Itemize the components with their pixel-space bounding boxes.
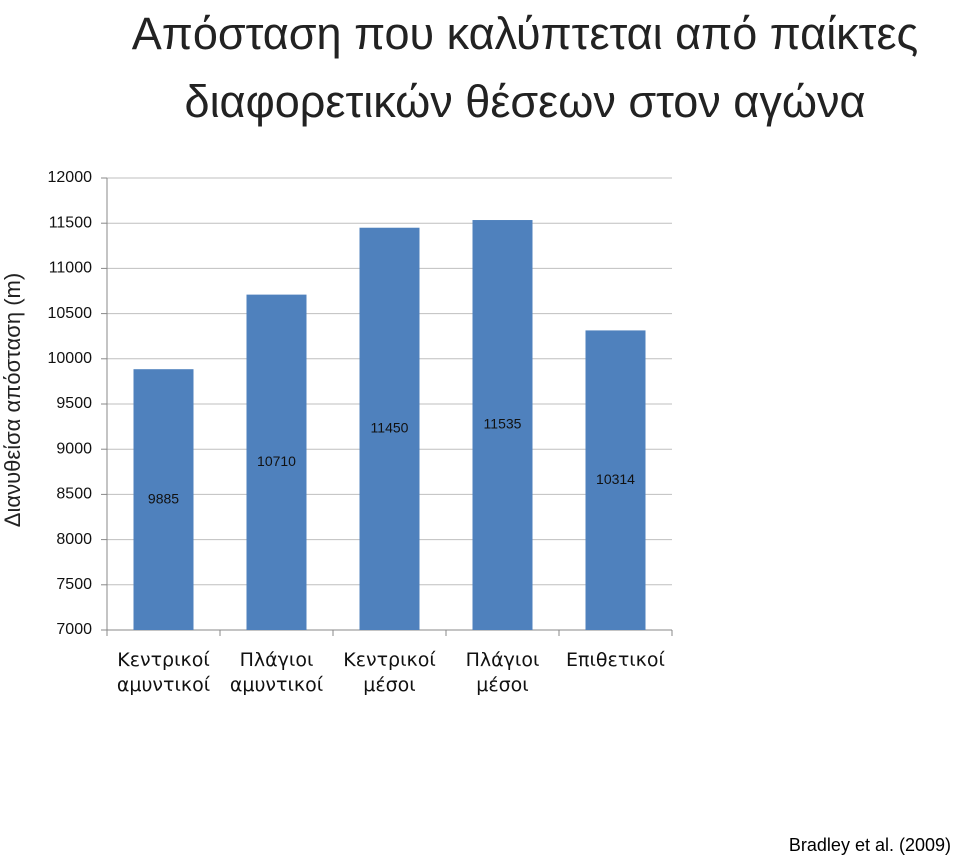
source: Bradley et al. (2009): [788, 835, 951, 855]
bar: [585, 330, 646, 630]
y-tick-label: 9000: [56, 440, 92, 457]
y-tick-label: 10500: [48, 305, 93, 322]
data-label: 11535: [484, 416, 522, 432]
x-tick-label: Κεντρικοί αμυντικοί: [116, 649, 211, 696]
data-label: 10314: [596, 471, 635, 487]
y-tick-label: 9500: [56, 395, 92, 412]
y-tick-label: 12000: [48, 169, 93, 186]
y-tick-label: 7000: [56, 621, 92, 638]
data-label: 11450: [371, 420, 409, 436]
y-tick-label: 7500: [56, 576, 92, 593]
y-tick-label: 8500: [56, 486, 92, 503]
x-tick-label: Κεντρικοί μέσοι: [343, 649, 436, 696]
y-tick-label: 8000: [56, 531, 92, 548]
bar: [472, 220, 533, 630]
y-tick-label: 10000: [48, 350, 93, 367]
x-tick-label: Επιθετικοί: [566, 649, 665, 671]
y-tick-label: 11500: [49, 214, 92, 231]
x-tick-label: Πλάγιοι αμυντικοί: [229, 649, 324, 696]
bar: [246, 294, 307, 630]
y-tick-label: 11000: [49, 260, 92, 277]
x-tick-label: Πλάγιοι μέσοι: [465, 649, 540, 696]
y-axis-label: Διανυθείσα απόσταση (m): [0, 273, 25, 527]
bar: [133, 369, 194, 630]
bar: [359, 227, 420, 630]
data-label: 10710: [257, 453, 296, 469]
data-label: 9885: [148, 490, 179, 506]
chart-title: Απόσταση που καλύπτεται από παίκτες διαφ…: [131, 8, 919, 127]
